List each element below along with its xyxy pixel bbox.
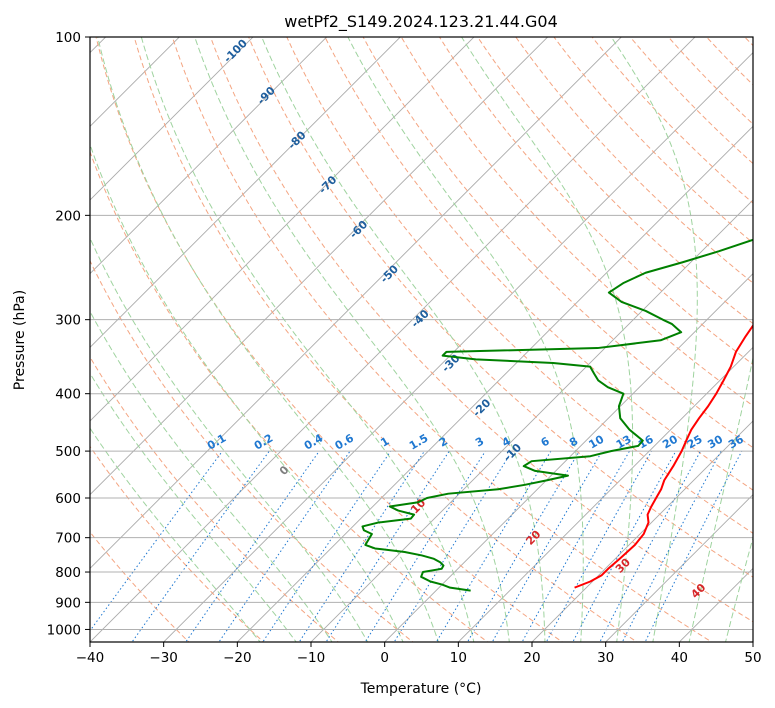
isotherm-line (90, 37, 549, 496)
x-tick-label: −40 (76, 650, 105, 666)
profile-series (361, 238, 753, 592)
isotherm-line (90, 37, 328, 275)
temperature-line (574, 323, 753, 589)
isotherm-line (310, 199, 753, 642)
dewpoint-line (361, 238, 753, 592)
mixing-ratio-line (325, 450, 450, 642)
x-axis-ticks: −40 −30 −20 −10 0 10 20 30 40 50 (76, 642, 762, 666)
isotherm-line (90, 37, 401, 348)
isotherm-line (90, 37, 475, 422)
y-tick-label: 200 (55, 208, 81, 224)
isotherm-line (236, 125, 753, 642)
x-tick-label: 40 (671, 650, 688, 666)
isotherm-line (90, 37, 254, 201)
dry-adiabat-line (90, 150, 489, 642)
dry-adiabat-line (324, 37, 753, 491)
mixing-ratio-line (393, 450, 513, 642)
x-tick-label: −30 (149, 650, 178, 666)
chart-title: wetPf2_S149.2024.123.21.44.G04 (284, 12, 558, 32)
isotherm-line (90, 37, 622, 569)
y-axis-ticks: 100 200 300 400 500 600 700 800 900 1000 (47, 30, 90, 638)
mixing-ratio-line (218, 450, 351, 642)
y-tick-label: 700 (55, 531, 81, 547)
mixing-ratio-line (466, 450, 580, 642)
moist-adiabat-line (347, 37, 584, 642)
isotherm-line (90, 37, 696, 642)
isotherm-line (531, 420, 753, 642)
x-tick-label: 10 (450, 650, 467, 666)
isotherm-line (605, 494, 753, 642)
mixing-ratio-line (90, 450, 223, 632)
pressure-grid (90, 37, 753, 630)
moist-adiabat-line (140, 37, 475, 642)
dry-adiabat-line (438, 37, 753, 366)
x-tick-label: −10 (297, 650, 326, 666)
x-tick-label: 30 (597, 650, 614, 666)
y-axis-label: Pressure (hPa) (12, 290, 28, 390)
moist-adiabat-line (90, 372, 297, 642)
x-axis-label: Temperature (°C) (360, 681, 482, 697)
y-tick-label: 800 (55, 565, 81, 581)
dry-adiabat-line (248, 37, 753, 578)
mixing-ratio-line (621, 450, 722, 642)
isotherm-line (457, 346, 753, 642)
x-tick-label: 0 (380, 650, 389, 666)
mixing-ratio-line (364, 450, 486, 642)
mixing-ratio-line (262, 450, 392, 642)
mixing-ratio-line (131, 450, 270, 642)
isotherm-line (384, 273, 753, 642)
x-tick-label: −20 (223, 650, 252, 666)
y-tick-label: 600 (55, 491, 81, 507)
moist-adiabat-line (461, 37, 634, 642)
mixing-ratio-line (599, 450, 701, 642)
mixing-ratio-line (298, 450, 425, 642)
dry-adiabat-line (362, 37, 753, 449)
y-tick-label: 900 (55, 595, 81, 611)
moist-adiabat-line (261, 37, 546, 642)
x-tick-label: 20 (523, 650, 540, 666)
y-tick-label: 300 (55, 313, 81, 329)
moist-adiabat-line (610, 37, 698, 642)
x-tick-label: 50 (744, 650, 761, 666)
isotherm-line (163, 52, 753, 642)
mixing-ratio-line (185, 450, 320, 642)
y-tick-label: 1000 (47, 622, 81, 638)
y-tick-label: 100 (55, 30, 81, 46)
dry-adiabat-line (171, 37, 713, 642)
isotherm-grid (90, 37, 753, 642)
dry-adiabat-line (286, 37, 753, 534)
plot-area: -100-90-80-70-60-50-40-30-20-100.1 0.2 0.4… (90, 37, 753, 642)
y-tick-label: 400 (55, 387, 81, 403)
y-tick-label: 500 (55, 444, 81, 460)
plot-frame (89, 36, 754, 643)
